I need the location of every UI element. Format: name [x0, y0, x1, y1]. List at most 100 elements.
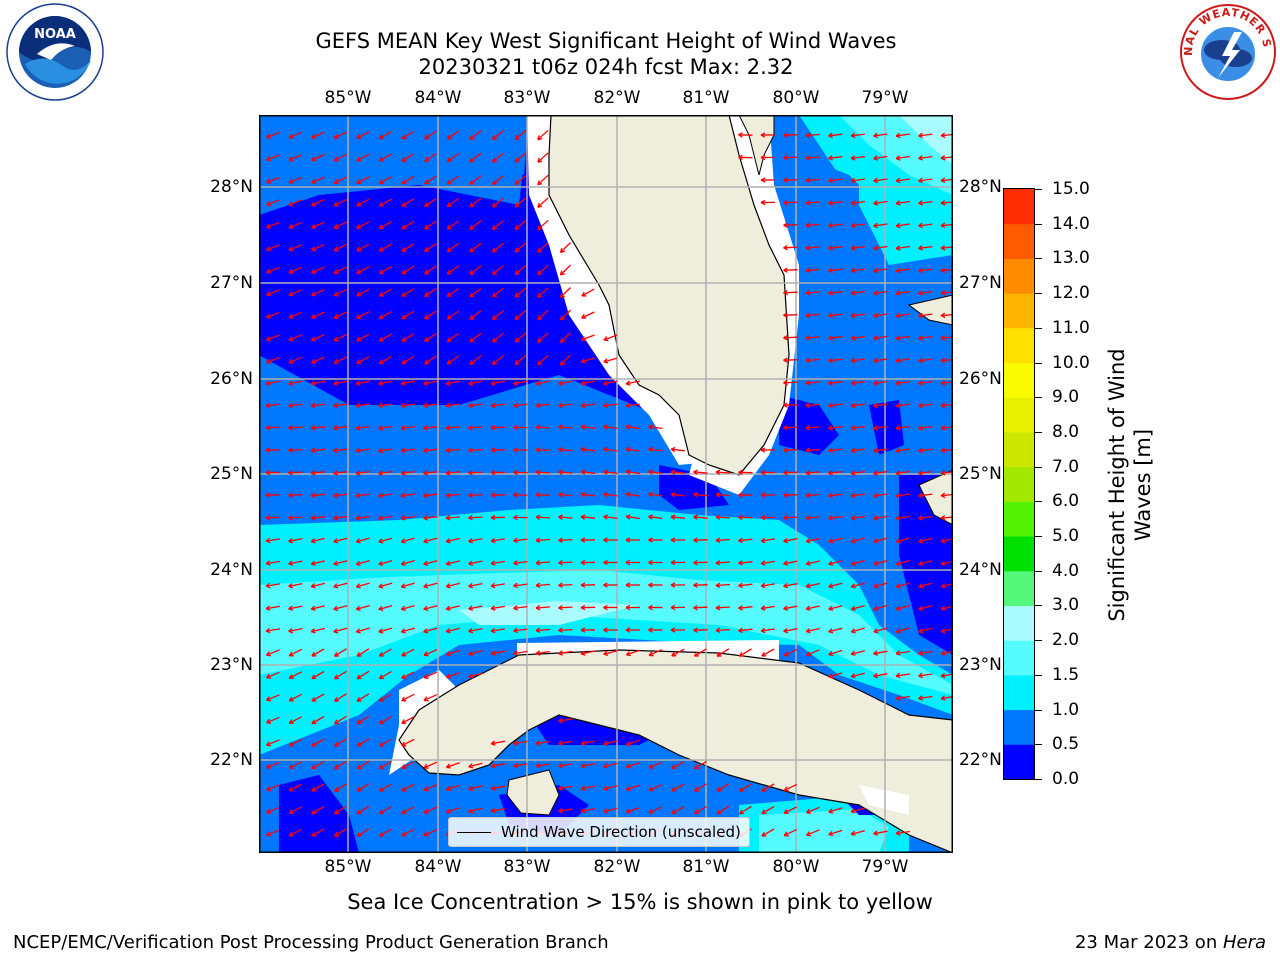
wind-wave-arrow [873, 335, 888, 340]
wind-wave-arrow [738, 561, 753, 564]
wind-wave-arrow [716, 783, 730, 792]
wind-wave-arrow [580, 785, 596, 790]
wind-wave-arrow [492, 220, 504, 230]
wind-wave-arrow [739, 805, 752, 815]
wind-wave-arrowhead [873, 177, 878, 182]
wind-wave-arrow [356, 448, 370, 452]
wind-wave-arrow [580, 650, 596, 655]
wind-wave-arrow [828, 807, 843, 813]
wind-wave-arrow [469, 287, 482, 298]
wind-wave-arrowhead [873, 200, 878, 205]
wind-wave-arrowhead [625, 786, 630, 791]
wind-wave-arrow [560, 264, 571, 276]
wind-wave-arrowhead [423, 808, 428, 814]
wind-wave-arrowhead [490, 807, 496, 812]
wind-wave-arrow [311, 715, 325, 725]
wind-wave-arrow [334, 715, 347, 725]
wind-wave-arrow [446, 355, 460, 365]
lon-label-bottom: 84°W [414, 857, 462, 877]
wind-wave-arrowhead [895, 605, 900, 610]
lat-label-right: 25°N [959, 464, 1002, 484]
wind-wave-arrowhead [760, 132, 766, 136]
wind-wave-arrowhead [648, 559, 653, 564]
wind-wave-arrowhead [514, 180, 518, 185]
wind-wave-arrowhead [895, 583, 900, 588]
wind-wave-arrow [783, 134, 798, 136]
wind-wave-arrowhead [603, 559, 608, 564]
wind-wave-arrow [805, 291, 821, 294]
wind-wave-arrow [896, 695, 910, 700]
wind-wave-arrowhead [648, 763, 653, 769]
wind-wave-arrow [334, 760, 347, 770]
wind-wave-arrowhead [918, 605, 923, 610]
wind-wave-arrow [379, 153, 392, 162]
wind-wave-arrowhead [468, 469, 473, 474]
wind-wave-arrow [873, 425, 888, 430]
wind-wave-arrowhead [648, 424, 654, 428]
wind-wave-arrow [738, 628, 753, 632]
wind-wave-arrowhead [760, 605, 766, 610]
wind-wave-arrowhead [873, 515, 878, 520]
wind-wave-arrowhead [738, 809, 743, 815]
wind-wave-arrowhead [783, 312, 788, 316]
colorbar-tick-label: 8.0 [1052, 421, 1080, 442]
wind-wave-arrowhead [648, 514, 654, 518]
wind-wave-arrow [492, 175, 504, 185]
wind-wave-arrow [805, 426, 821, 429]
wind-wave-arrowhead [468, 627, 473, 632]
wind-wave-arrowhead [356, 674, 360, 680]
wind-wave-arrowhead [805, 380, 811, 384]
wind-wave-arrowhead [401, 674, 405, 679]
wind-wave-arrowhead [535, 605, 541, 609]
wind-wave-arrowhead [356, 179, 360, 184]
wind-wave-arrow [828, 201, 843, 204]
wind-wave-arrow [288, 244, 303, 251]
wind-wave-arrow [851, 335, 865, 340]
wind-wave-arrow [558, 785, 573, 790]
wind-wave-arrow [603, 380, 618, 385]
wind-wave-arrowhead [625, 808, 630, 813]
wind-wave-arrowhead [445, 808, 450, 813]
wind-wave-arrow [492, 287, 504, 298]
wind-wave-arrow [806, 582, 820, 588]
wind-wave-arrowhead [738, 514, 743, 518]
wind-wave-arrowhead [558, 650, 563, 655]
svg-text:NOAA: NOAA [34, 27, 76, 42]
wind-wave-arrow [626, 649, 640, 656]
wind-wave-arrowhead [940, 695, 945, 700]
wind-wave-arrowhead [648, 604, 653, 609]
wind-wave-arrowhead [559, 270, 563, 276]
wind-wave-arrowhead [670, 559, 676, 564]
wind-wave-arrow [918, 560, 933, 565]
wind-wave-arrow [490, 763, 506, 767]
wind-wave-arrowhead [468, 380, 473, 385]
wind-wave-arrow [851, 470, 865, 475]
wind-wave-arrow [356, 648, 370, 657]
wind-wave-arrowhead [670, 627, 676, 631]
wind-wave-arrow [873, 582, 888, 588]
wind-wave-arrow [514, 355, 527, 365]
wind-wave-arrowhead [895, 132, 901, 137]
wind-wave-arrow [918, 200, 933, 205]
wind-wave-arrow [603, 470, 618, 475]
wind-wave-arrow [558, 740, 573, 745]
wind-wave-arrow [805, 493, 821, 497]
wind-wave-arrow [266, 784, 280, 791]
wind-wave-arrow [918, 133, 933, 137]
wind-wave-arrowhead [446, 292, 450, 297]
wind-wave-arrowhead [424, 269, 428, 275]
wind-wave-arrowhead [491, 314, 495, 320]
wind-wave-arrowhead [558, 740, 563, 745]
wind-wave-arrow [401, 403, 415, 407]
wind-wave-arrow [469, 332, 482, 343]
wind-wave-arrow [379, 333, 392, 342]
wind-wave-arrow [896, 537, 910, 543]
wind-wave-arrow [289, 828, 302, 837]
wind-wave-arrow [603, 425, 618, 430]
sea-ice-note: Sea Ice Concentration > 15% is shown in … [347, 890, 933, 914]
wind-wave-arrowhead [400, 402, 406, 407]
wind-wave-arrow [760, 560, 776, 565]
wind-wave-arrowhead [333, 425, 338, 429]
wind-wave-arrowhead [514, 292, 518, 298]
wind-wave-arrow [918, 582, 933, 588]
